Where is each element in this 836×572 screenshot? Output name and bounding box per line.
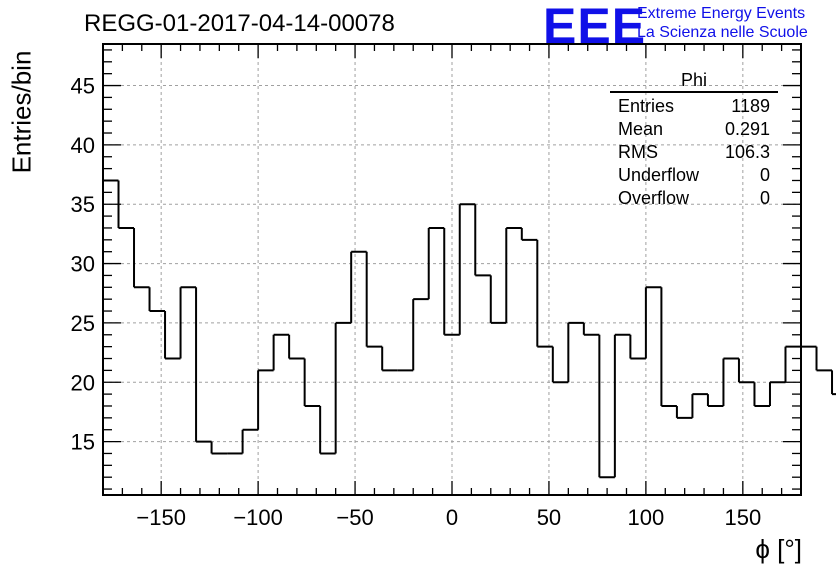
histogram-bin <box>272 333 290 371</box>
histogram-bin <box>536 239 553 348</box>
histogram-bin <box>474 204 491 277</box>
stats-box: Phi Entries 1189 Mean 0.291 RMS 106.3 Un… <box>610 70 778 210</box>
stats-label: RMS <box>618 142 658 162</box>
stats-row-overflow: Overflow 0 <box>610 187 778 210</box>
histogram-bin <box>257 369 274 430</box>
y-tick-label: 40 <box>71 133 95 158</box>
histogram-bin <box>831 370 836 396</box>
stats-value: 0 <box>759 165 770 185</box>
y-tick-label: 35 <box>71 192 95 217</box>
logo-line-2: La Scienza nelle Scuole <box>637 24 808 41</box>
histogram-bin <box>381 346 398 372</box>
histogram-bin <box>551 346 569 384</box>
histogram-bin <box>675 405 693 419</box>
histogram-bin <box>443 227 460 336</box>
histogram-bin <box>582 322 600 336</box>
histogram-bin <box>179 286 197 359</box>
stats-value: 0.291 <box>724 119 770 139</box>
y-tick-label: 30 <box>71 252 95 277</box>
stats-value: 1189 <box>731 96 770 116</box>
histogram-bin <box>706 394 724 407</box>
y-tick-label: 25 <box>71 311 95 336</box>
stats-value: 0 <box>759 188 770 208</box>
histogram-bin <box>598 334 615 479</box>
y-tick-label: 45 <box>71 74 95 99</box>
histogram-bin <box>458 203 476 335</box>
histogram-bin <box>365 251 383 348</box>
logo-line-1: Extreme Energy Events <box>637 5 806 22</box>
x-tick-label: 100 <box>628 505 665 530</box>
histogram-bin <box>753 382 770 407</box>
chart-title: REGG-01-2017-04-14-00078 <box>84 10 395 37</box>
histogram-bin <box>288 334 305 360</box>
histogram-bin <box>644 286 662 359</box>
histogram-bin <box>350 250 367 323</box>
stats-row-entries: Entries 1189 <box>610 95 778 118</box>
histogram-bin <box>613 333 631 478</box>
x-tick-label: −150 <box>136 505 186 530</box>
stats-title: Phi <box>610 70 778 93</box>
x-tick-label: 50 <box>537 505 561 530</box>
histogram-bin <box>768 381 786 406</box>
stats-label: Entries <box>618 96 675 116</box>
stats-label: Overflow <box>618 188 690 208</box>
histogram-bin <box>629 334 646 360</box>
histogram-bin <box>691 393 708 418</box>
logo-caption: Extreme Energy Events La Scienza nelle S… <box>637 4 808 42</box>
x-tick-label: 150 <box>724 505 761 530</box>
histogram-bin <box>505 226 522 323</box>
y-tick-label: 20 <box>71 370 95 395</box>
histogram-bin <box>334 321 352 454</box>
histogram-bin <box>148 287 166 313</box>
histogram-bin <box>489 275 507 324</box>
stats-label: Underflow <box>618 165 700 185</box>
y-tick-label: 15 <box>71 430 95 455</box>
x-tick-label: 0 <box>446 505 458 530</box>
histogram-bin <box>567 321 584 383</box>
histogram-bin <box>195 287 212 443</box>
stats-row-mean: Mean 0.291 <box>610 118 778 141</box>
histogram-bin <box>412 298 429 371</box>
histogram-bin <box>303 358 321 407</box>
histogram-bin <box>427 226 445 300</box>
stats-label: Mean <box>618 119 664 139</box>
histogram-bin <box>660 287 677 407</box>
stats-value: 106.3 <box>724 142 770 162</box>
stats-row-rms: RMS 106.3 <box>610 141 778 164</box>
histogram-bin <box>319 405 336 455</box>
histogram-bin <box>784 345 801 383</box>
histogram-bin <box>815 346 833 372</box>
stats-row-underflow: Underflow 0 <box>610 164 778 187</box>
x-axis-label: ϕ [°] <box>755 534 802 564</box>
histogram-bin <box>737 358 755 384</box>
histogram-bin <box>133 227 150 289</box>
histogram-bin <box>241 428 259 454</box>
histogram-bin <box>164 311 181 360</box>
histogram-bin <box>210 441 228 455</box>
histogram-bin <box>520 227 538 241</box>
x-tick-label: −100 <box>233 505 283 530</box>
histogram-bin <box>722 357 739 406</box>
x-tick-label: −50 <box>336 505 373 530</box>
